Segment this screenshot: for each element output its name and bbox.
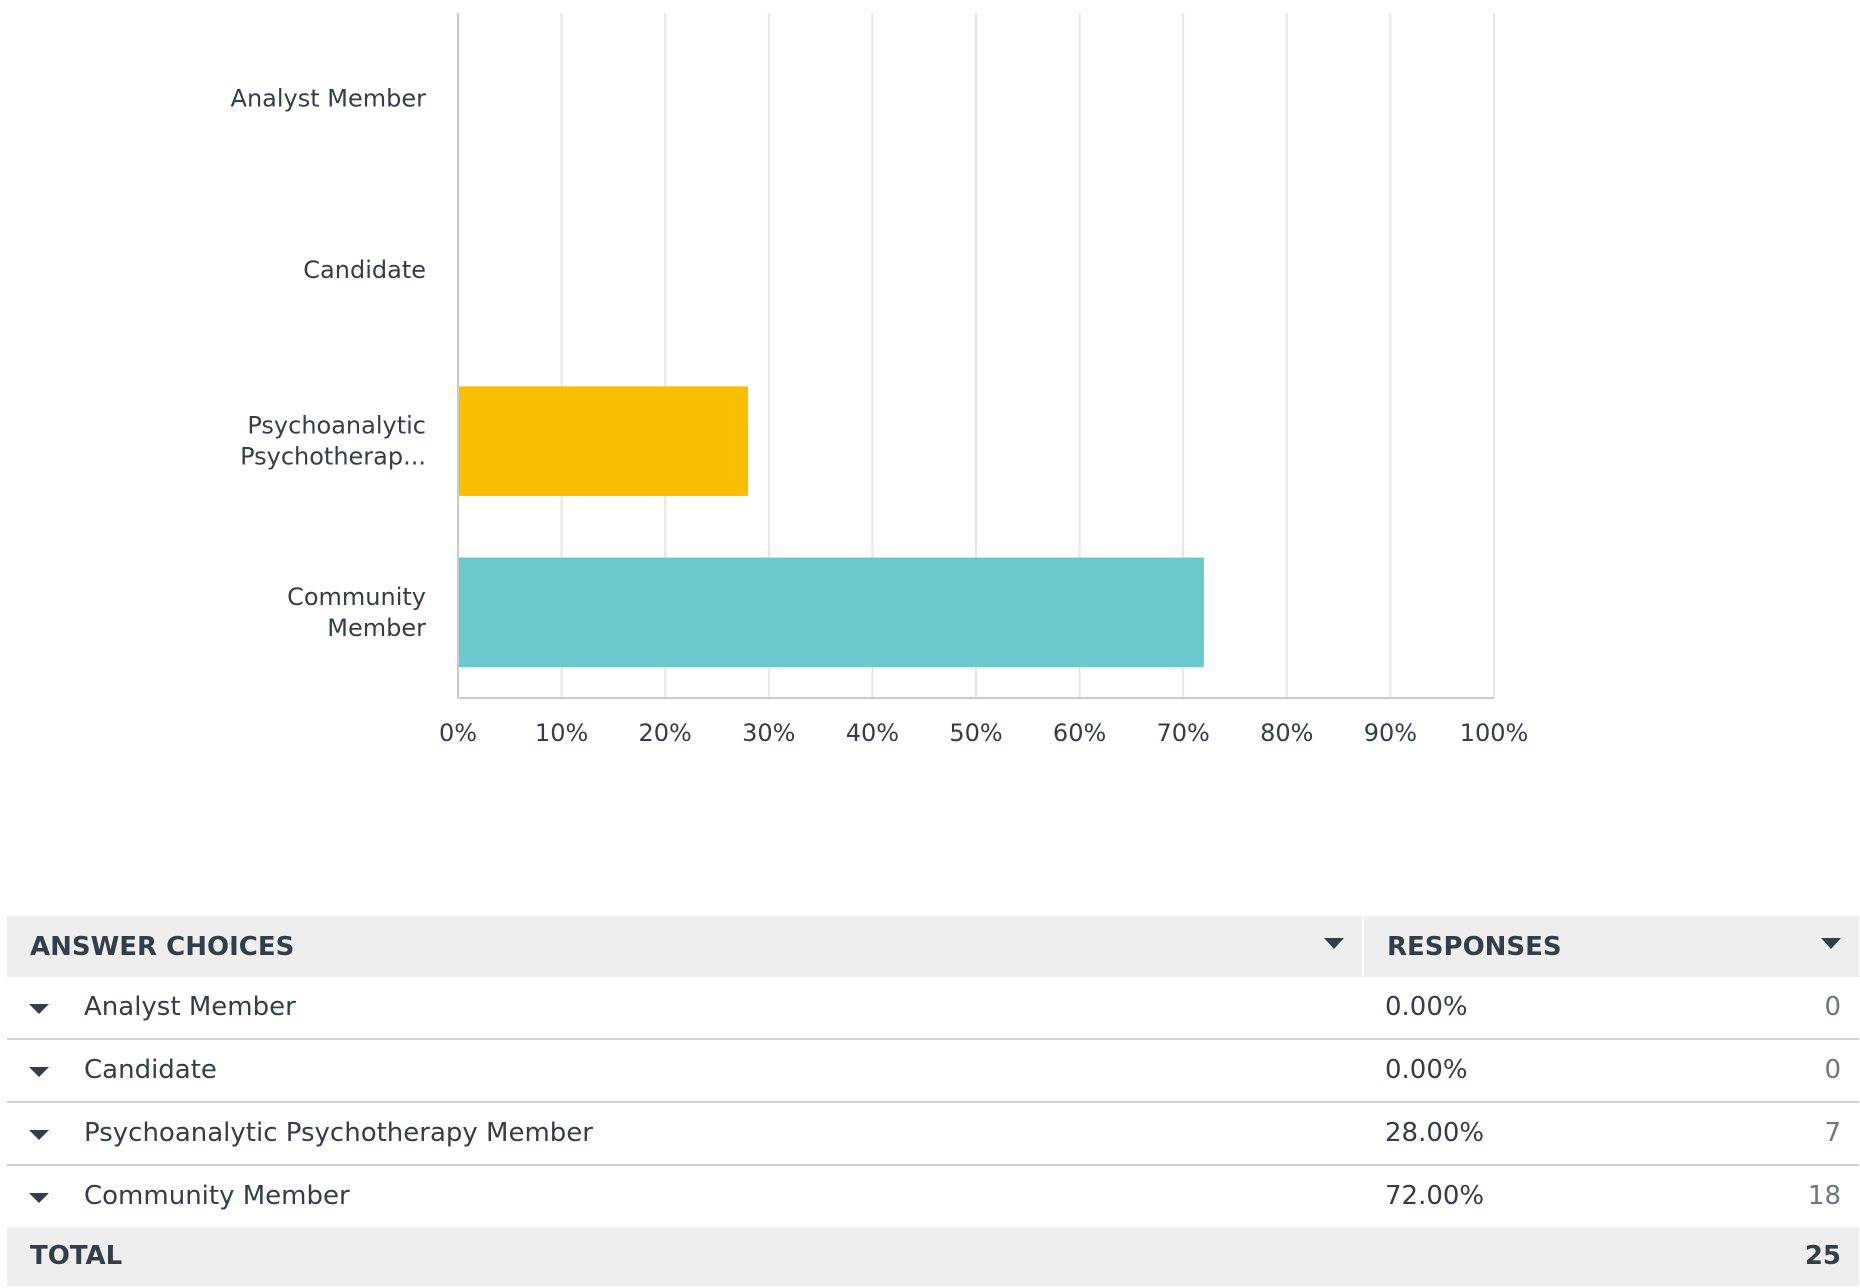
- expand-caret-icon[interactable]: [29, 1067, 49, 1077]
- category-label: Analyst Member: [231, 85, 427, 113]
- expand-caret-icon[interactable]: [29, 1193, 49, 1203]
- x-tick-label: 0%: [439, 719, 477, 747]
- x-tick-label: 30%: [742, 719, 795, 747]
- chart-axes: [457, 13, 1494, 699]
- sort-dropdown-icon[interactable]: [1324, 938, 1344, 949]
- category-labels: Analyst Member Candidate Psychoanalytic Psy…: [231, 85, 427, 642]
- total-value-cell: 25: [1363, 1227, 1859, 1286]
- table-row: Analyst Member 0.00% 0: [7, 977, 1859, 1040]
- total-row: TOTAL 25: [7, 1227, 1859, 1286]
- answer-choice-label: Psychoanalytic Psychotherapy Member: [84, 1118, 593, 1148]
- answer-choice-label: Candidate: [84, 1055, 217, 1085]
- expand-caret-icon[interactable]: [29, 1130, 49, 1140]
- x-tick-label: 70%: [1157, 719, 1210, 747]
- sort-dropdown-icon[interactable]: [1821, 938, 1841, 949]
- answer-choice-cell: Analyst Member: [7, 977, 1363, 1040]
- tick-labels: 0% 10% 20% 30% 40% 50% 60% 70% 80% 90% 100%: [439, 719, 1528, 747]
- total-value: 25: [1804, 1241, 1841, 1271]
- response-cell: 28.00% 7: [1363, 1102, 1859, 1166]
- answer-choice-cell: Candidate: [7, 1039, 1363, 1103]
- answer-choice-label: Community Member: [84, 1181, 350, 1211]
- table-row: Candidate 0.00% 0: [7, 1039, 1859, 1103]
- x-tick-label: 10%: [535, 719, 588, 747]
- x-tick-label: 80%: [1260, 719, 1313, 747]
- answer-choices-header[interactable]: ANSWER CHOICES: [7, 916, 1363, 977]
- category-label: Candidate: [303, 256, 426, 284]
- x-tick-label: 100%: [1460, 719, 1529, 747]
- response-percent: 28.00%: [1385, 1118, 1485, 1148]
- bar-chart: Analyst Member Candidate Psychoanalytic Psy…: [231, 13, 1528, 747]
- x-tick-label: 60%: [1053, 719, 1106, 747]
- response-cell: 0.00% 0: [1363, 1039, 1859, 1103]
- response-cell: 0.00% 0: [1363, 977, 1859, 1040]
- response-count: 0: [1824, 992, 1841, 1022]
- responses-header-label: RESPONSES: [1387, 931, 1562, 962]
- total-label: TOTAL: [30, 1241, 123, 1271]
- response-cell: 72.00% 18: [1363, 1165, 1859, 1227]
- response-percent: 72.00%: [1385, 1181, 1485, 1211]
- response-percent: 0.00%: [1385, 992, 1468, 1022]
- answer-choice-cell: Community Member: [7, 1165, 1363, 1227]
- chart-grid: [560, 13, 1495, 698]
- response-count: 7: [1824, 1118, 1841, 1148]
- x-tick-label: 90%: [1364, 719, 1417, 747]
- table-header: ANSWER CHOICES RESPONSES: [7, 916, 1859, 977]
- bar[interactable]: [458, 557, 1204, 668]
- x-tick-label: 40%: [846, 719, 899, 747]
- response-percent: 0.00%: [1385, 1055, 1468, 1085]
- answer-choice-label: Analyst Member: [84, 992, 296, 1022]
- expand-caret-icon[interactable]: [29, 1004, 49, 1014]
- total-label-cell: TOTAL: [7, 1227, 1363, 1286]
- answer-choices-header-label: ANSWER CHOICES: [30, 931, 295, 962]
- x-tick-label: 50%: [949, 719, 1002, 747]
- category-label: Community Member: [287, 583, 426, 642]
- responses-header[interactable]: RESPONSES: [1362, 916, 1859, 977]
- response-count: 18: [1807, 1181, 1841, 1211]
- answer-choice-cell: Psychoanalytic Psychotherapy Member: [7, 1102, 1363, 1166]
- table-row: Community Member 72.00% 18: [7, 1165, 1859, 1227]
- table-row: Psychoanalytic Psychotherapy Member 28.0…: [7, 1102, 1859, 1166]
- x-tick-label: 20%: [639, 719, 692, 747]
- chart-bars: [458, 386, 1204, 668]
- bar[interactable]: [458, 386, 749, 496]
- results-table: ANSWER CHOICES RESPONSES Analyst Member …: [7, 916, 1859, 1286]
- response-count: 0: [1824, 1055, 1841, 1085]
- category-label: Psychoanalytic Psychotherap...: [240, 412, 426, 471]
